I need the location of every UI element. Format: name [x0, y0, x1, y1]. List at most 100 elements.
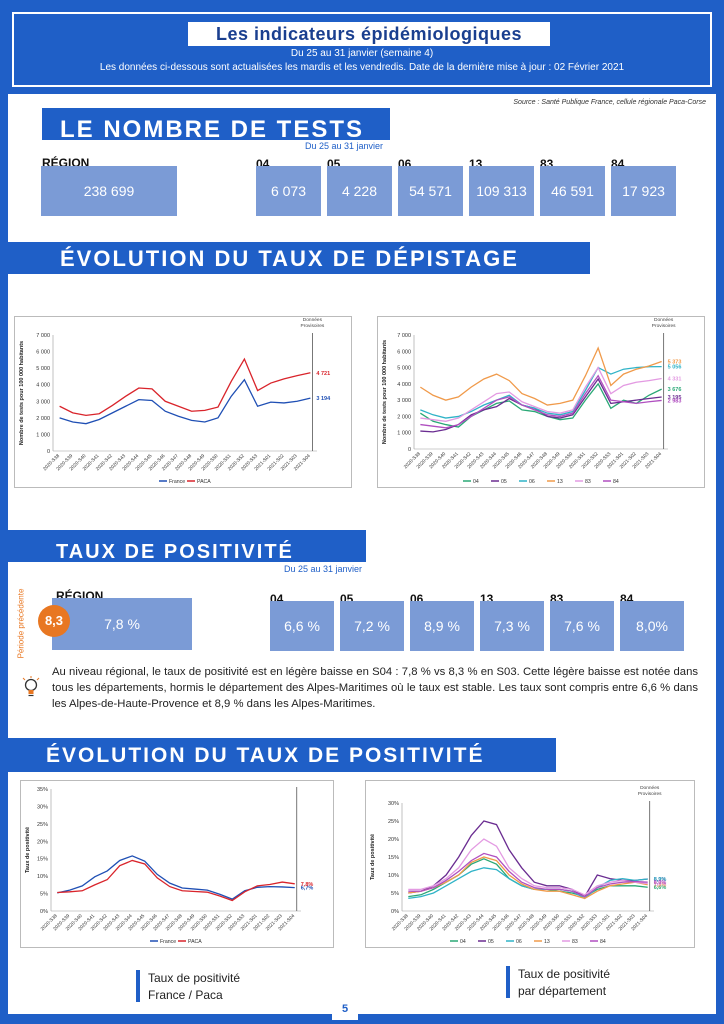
y-tick-label: 5%: [391, 891, 399, 897]
positivite-dept-value: 8,9 %: [410, 601, 474, 651]
series-line-13: [408, 856, 648, 900]
y-tick-label: 1 000: [36, 432, 50, 438]
previous-period-label: Période précédente: [16, 588, 26, 659]
end-value-label: 7,8%: [301, 882, 314, 888]
series-line-83: [420, 366, 662, 422]
legend-label: 06: [516, 939, 522, 945]
legend-label: 13: [557, 479, 563, 485]
series-line-France: [59, 378, 311, 425]
y-tick-label: 6 000: [397, 349, 411, 355]
caption-left-line2: France / Paca: [148, 988, 223, 1002]
chart-positivite-france-paca: 0% 5% 10% 15% 20% 25% 30% 35% 2020-S38 2020-S39 20…: [20, 771, 334, 948]
caption-right-line1: Taux de positivité: [518, 967, 611, 981]
end-value-label: 3 195: [668, 395, 682, 401]
end-value-label: 6,7%: [301, 886, 314, 892]
positivite-dept-value: 7,2 %: [340, 601, 404, 651]
y-tick-label: 20%: [388, 837, 399, 843]
provisional-annotation: Provisoires: [638, 791, 662, 797]
source-note: Source : Santé Publique France, cellule …: [513, 99, 706, 106]
caption-right-line2: par département: [518, 984, 607, 998]
y-tick-label: 25%: [388, 819, 399, 825]
previous-period-label-wrap: Période précédente: [8, 586, 32, 672]
legend-label: 84: [613, 479, 619, 485]
y-tick-label: 0%: [391, 909, 399, 915]
tests-dept-value: 17 923: [611, 166, 676, 216]
caption-right: Taux de positivité par département: [518, 966, 610, 1000]
positivite-dept-value: 7,3 %: [480, 601, 544, 651]
y-tick-label: 5 000: [36, 366, 50, 372]
caption-left-line1: Taux de positivité: [148, 971, 241, 985]
y-axis-label: Nombre de tests pour 100 000 habitants: [19, 341, 25, 445]
y-tick-label: 4 000: [36, 383, 50, 389]
positivite-period: Du 25 au 31 janvier: [284, 564, 363, 574]
provisional-annotation: Données: [640, 785, 660, 791]
series-line-84: [408, 852, 648, 898]
page-number: 5: [332, 1000, 358, 1020]
y-axis-label: Nombre de tests pour 100 000 habitants: [382, 340, 388, 444]
provisional-annotation: Provisoires: [301, 323, 325, 329]
tests-dept-value: 54 571: [398, 166, 463, 216]
end-value-label: 8,9%: [654, 877, 667, 883]
legend-label: PACA: [188, 939, 202, 945]
legend-label: 04: [473, 479, 479, 485]
legend-label: France: [169, 479, 185, 485]
series-line-04: [408, 858, 648, 898]
series-line-04: [419, 382, 662, 428]
y-tick-label: 7 000: [397, 333, 411, 339]
y-tick-label: 35%: [37, 787, 48, 793]
end-value-label: 7,3%: [654, 883, 667, 889]
provisional-annotation: Données: [303, 317, 323, 323]
series-line-06: [408, 867, 648, 900]
header-subtitle-period: Du 25 au 31 janvier (semaine 4): [290, 48, 434, 59]
end-value-label: 3 676: [668, 387, 682, 393]
series-line-83: [408, 838, 648, 896]
y-tick-label: 0: [408, 447, 411, 453]
series-line-84: [420, 374, 662, 429]
end-value-label: 6,6%: [654, 885, 667, 891]
caption-left: Taux de positivité France / Paca: [148, 970, 240, 1004]
y-tick-label: 6 000: [36, 350, 50, 356]
legend-label: PACA: [197, 479, 211, 485]
positivite-dept-value: 7,6 %: [550, 601, 614, 651]
y-tick-label: 15%: [388, 855, 399, 861]
legend-label: 05: [501, 479, 507, 485]
tests-region-value: 238 699: [41, 166, 177, 216]
series-line-05: [420, 377, 662, 433]
series-line-PACA: [57, 859, 295, 902]
end-value-label: 5 373: [668, 359, 682, 365]
legend-label: 83: [585, 479, 591, 485]
positivite-dept-value: 8,0%: [620, 601, 684, 651]
tests-dept-value: 46 591: [540, 166, 605, 216]
y-tick-label: 30%: [37, 804, 48, 810]
legend-label: 06: [529, 479, 535, 485]
series-line-06: [420, 366, 662, 419]
series-line-PACA: [59, 357, 311, 417]
series-line-13: [419, 346, 662, 406]
y-axis-label: Taux de positivité: [370, 834, 376, 880]
y-tick-label: 7 000: [36, 333, 50, 339]
y-tick-label: 3 000: [36, 399, 50, 405]
positivite-dept-value: 6,6 %: [270, 601, 334, 651]
y-tick-label: 2 000: [397, 414, 411, 420]
legend-label: 83: [572, 939, 578, 945]
y-tick-label: 10%: [388, 873, 399, 879]
series-line-France: [57, 855, 295, 900]
caption-left-marker: [136, 970, 140, 1002]
chart-positivite-departements: 0% 5% 10% 15% 20% 25% 30% 2020-S38 2020-S39 2020-…: [365, 780, 695, 948]
end-value-label: 7,6%: [654, 882, 667, 888]
y-tick-label: 1 000: [397, 431, 411, 437]
section-heading-positivite: TAUX DE POSITIVITÉ: [8, 530, 366, 562]
legend-label: 04: [460, 939, 466, 945]
end-value-label: 8,9%: [654, 877, 667, 883]
end-value-label: 4 721: [316, 371, 330, 377]
section-heading-evolution-positivite: ÉVOLUTION DU TAUX DE POSITIVITÉ: [8, 738, 556, 772]
provisional-annotation: Provisoires: [285, 781, 309, 783]
y-tick-label: 15%: [37, 857, 48, 863]
y-tick-label: 4 000: [397, 382, 411, 388]
tests-dept-value: 6 073: [256, 166, 321, 216]
y-tick-label: 30%: [388, 801, 399, 807]
